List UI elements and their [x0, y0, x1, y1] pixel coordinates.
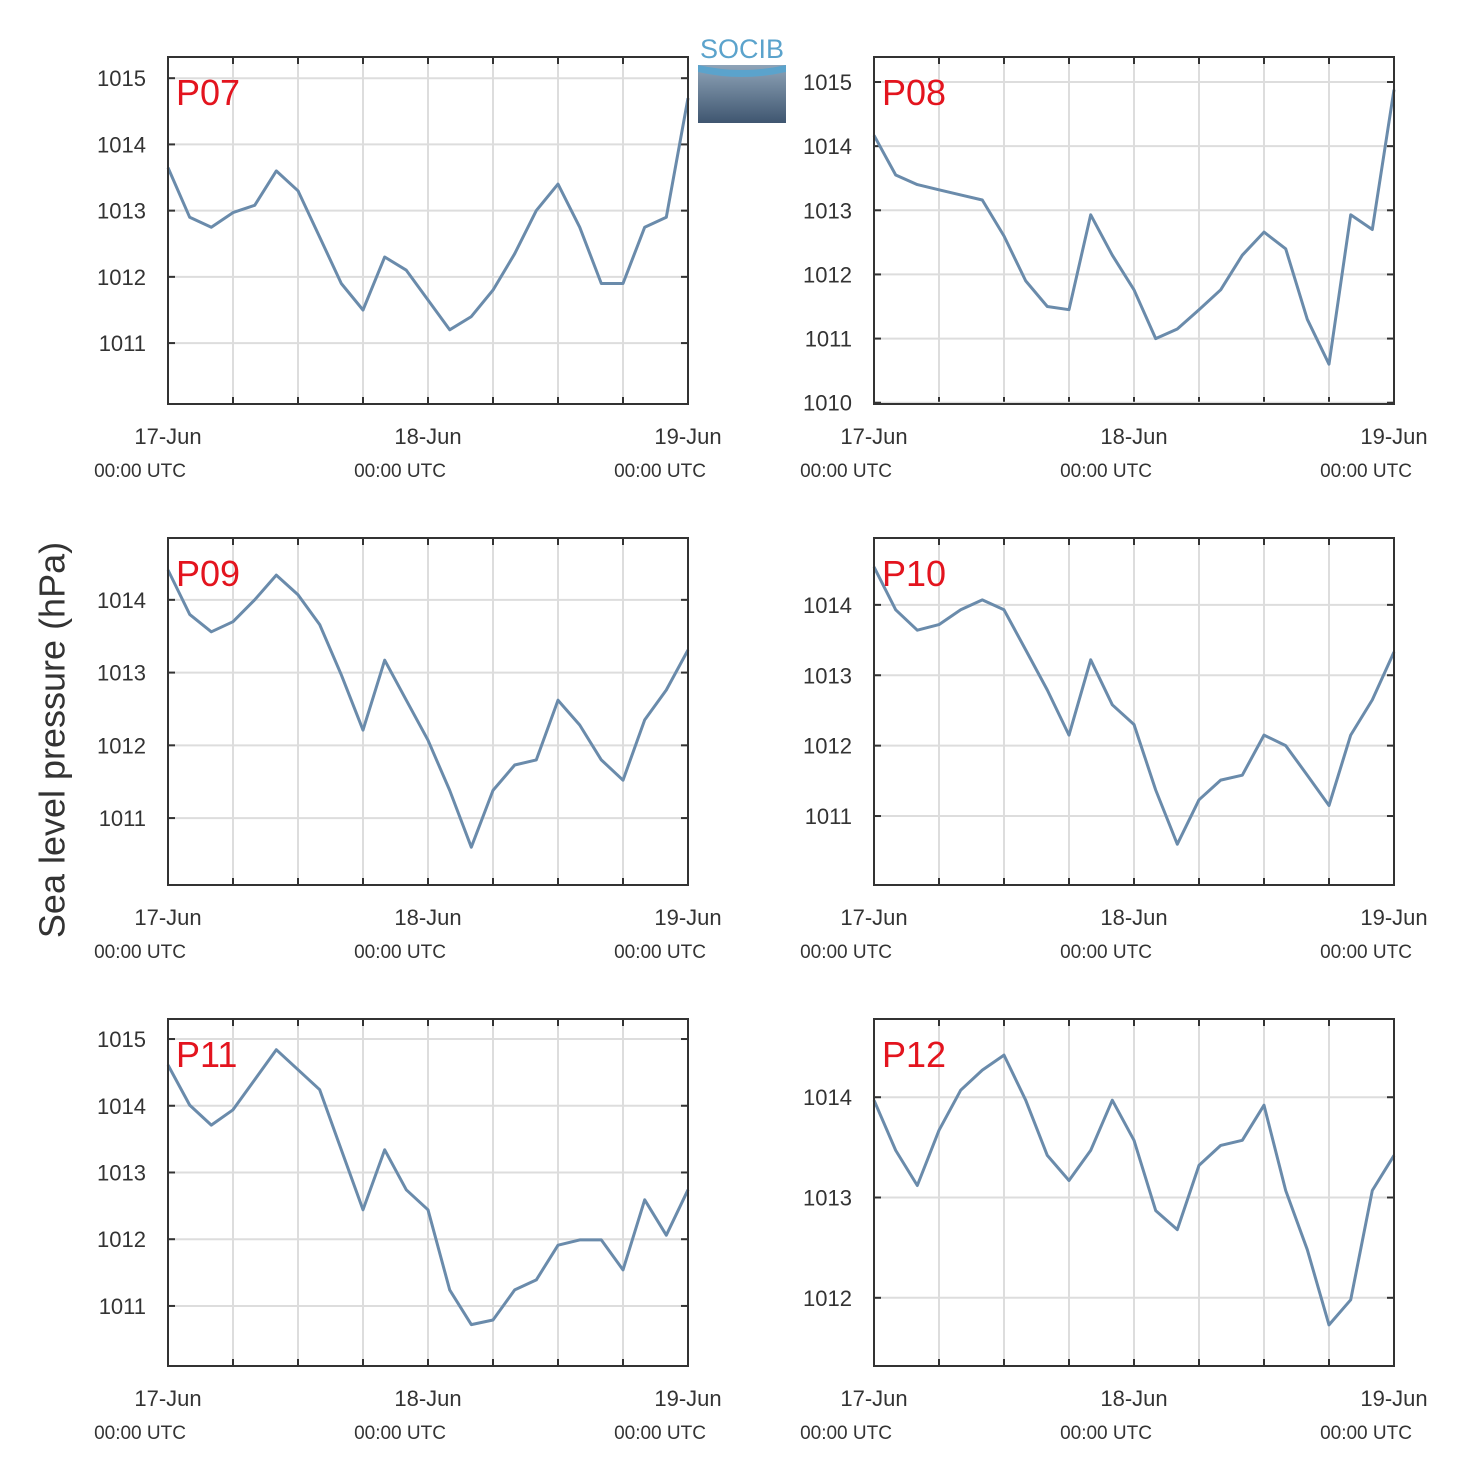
y-tick-label: 1010	[803, 391, 852, 416]
x-tick-sublabel: 00:00 UTC	[614, 1423, 706, 1444]
x-tick-label: 18-Jun	[394, 905, 461, 930]
plot-frame	[167, 537, 689, 886]
x-tick-sublabel: 00:00 UTC	[354, 461, 446, 482]
x-tick-sublabel: 00:00 UTC	[1060, 1423, 1152, 1444]
y-tick-label: 1015	[97, 66, 146, 91]
y-tick-label: 1014	[97, 588, 146, 613]
x-tick-label: 17-Jun	[134, 1386, 201, 1411]
y-tick-label: 1011	[99, 806, 146, 831]
x-tick-label: 19-Jun	[1360, 1386, 1427, 1411]
x-tick-label: 19-Jun	[1360, 905, 1427, 930]
panel-title: P11	[176, 1034, 237, 1075]
panel-title: P07	[176, 72, 240, 113]
x-tick-label: 17-Jun	[840, 1386, 907, 1411]
x-tick-sublabel: 00:00 UTC	[1320, 1423, 1412, 1444]
logo-crest	[698, 65, 786, 77]
data-line	[872, 566, 1396, 846]
x-tick-label: 17-Jun	[840, 905, 907, 930]
panel-title: P08	[882, 72, 946, 113]
y-tick-label: 1014	[97, 1094, 146, 1119]
x-tick-sublabel: 00:00 UTC	[614, 942, 706, 963]
y-tick-label: 1012	[803, 734, 852, 759]
panel-title: P12	[882, 1034, 946, 1075]
y-tick-label: 1013	[803, 198, 852, 223]
y-tick-label: 1012	[803, 262, 852, 287]
y-tick-label: 1011	[805, 804, 852, 829]
plot-frame	[167, 56, 689, 405]
y-tick-label: 1012	[97, 265, 146, 290]
y-tick-label: 1012	[803, 1286, 852, 1311]
y-tick-label: 1014	[97, 132, 146, 157]
data-line	[166, 1048, 690, 1327]
panel: 17-Jun 00:00 UTC 18-Jun 00:00 UTC 19-Jun 00:0…	[800, 56, 1428, 482]
plot-frame	[873, 537, 1395, 886]
data-line	[872, 89, 1396, 366]
data-line	[872, 1053, 1396, 1327]
x-tick-label: 17-Jun	[134, 424, 201, 449]
panel: 17-Jun 00:00 UTC 18-Jun 00:00 UTC 19-Jun 00:0…	[800, 1018, 1428, 1444]
x-tick-label: 19-Jun	[654, 1386, 721, 1411]
x-tick-label: 19-Jun	[654, 424, 721, 449]
x-tick-label: 18-Jun	[1100, 1386, 1167, 1411]
plot-frame	[873, 1018, 1395, 1367]
x-tick-sublabel: 00:00 UTC	[94, 1423, 186, 1444]
panel: 17-Jun 00:00 UTC 18-Jun 00:00 UTC 19-Jun 00:0…	[94, 537, 722, 963]
x-tick-sublabel: 00:00 UTC	[1060, 461, 1152, 482]
x-tick-sublabel: 00:00 UTC	[94, 942, 186, 963]
y-tick-label: 1013	[97, 661, 146, 686]
x-tick-sublabel: 00:00 UTC	[800, 461, 892, 482]
x-tick-sublabel: 00:00 UTC	[800, 942, 892, 963]
y-tick-label: 1013	[97, 199, 146, 224]
y-tick-label: 1015	[803, 70, 852, 95]
logo: SOCIB	[698, 34, 786, 123]
x-tick-label: 18-Jun	[1100, 424, 1167, 449]
y-tick-label: 1013	[97, 1160, 146, 1185]
y-tick-label: 1012	[97, 733, 146, 758]
panel: 17-Jun 00:00 UTC 18-Jun 00:00 UTC 19-Jun 00:0…	[94, 56, 722, 482]
y-tick-label: 1011	[805, 327, 852, 352]
plot-frame	[167, 1018, 689, 1367]
x-tick-label: 19-Jun	[654, 905, 721, 930]
x-tick-sublabel: 00:00 UTC	[354, 942, 446, 963]
x-tick-sublabel: 00:00 UTC	[94, 461, 186, 482]
y-tick-label: 1011	[99, 1294, 146, 1319]
panel: 17-Jun 00:00 UTC 18-Jun 00:00 UTC 19-Jun 00:0…	[800, 537, 1428, 963]
x-tick-sublabel: 00:00 UTC	[1320, 461, 1412, 482]
plot-frame	[873, 56, 1395, 405]
data-line	[166, 569, 690, 849]
x-tick-label: 17-Jun	[134, 905, 201, 930]
x-tick-label: 18-Jun	[394, 1386, 461, 1411]
panel-title: P09	[176, 553, 240, 594]
x-tick-sublabel: 00:00 UTC	[354, 1423, 446, 1444]
x-tick-label: 18-Jun	[394, 424, 461, 449]
y-tick-label: 1015	[97, 1027, 146, 1052]
y-tick-label: 1014	[803, 1085, 852, 1110]
x-tick-sublabel: 00:00 UTC	[1060, 942, 1152, 963]
x-tick-sublabel: 00:00 UTC	[1320, 942, 1412, 963]
y-tick-label: 1014	[803, 134, 852, 159]
logo-text: SOCIB	[700, 34, 784, 64]
data-line	[166, 97, 690, 332]
x-tick-label: 17-Jun	[840, 424, 907, 449]
panel-title: P10	[882, 553, 946, 594]
y-tick-label: 1012	[97, 1227, 146, 1252]
panel: 17-Jun 00:00 UTC 18-Jun 00:00 UTC 19-Jun 00:0…	[94, 1018, 722, 1444]
y-tick-label: 1014	[803, 593, 852, 618]
y-tick-label: 1011	[99, 331, 146, 356]
x-tick-label: 18-Jun	[1100, 905, 1167, 930]
y-tick-label: 1013	[803, 1186, 852, 1211]
x-tick-label: 19-Jun	[1360, 424, 1427, 449]
y-tick-label: 1013	[803, 663, 852, 688]
y-axis-label: Sea level pressure (hPa)	[32, 542, 73, 938]
x-tick-sublabel: 00:00 UTC	[800, 1423, 892, 1444]
x-tick-sublabel: 00:00 UTC	[614, 461, 706, 482]
